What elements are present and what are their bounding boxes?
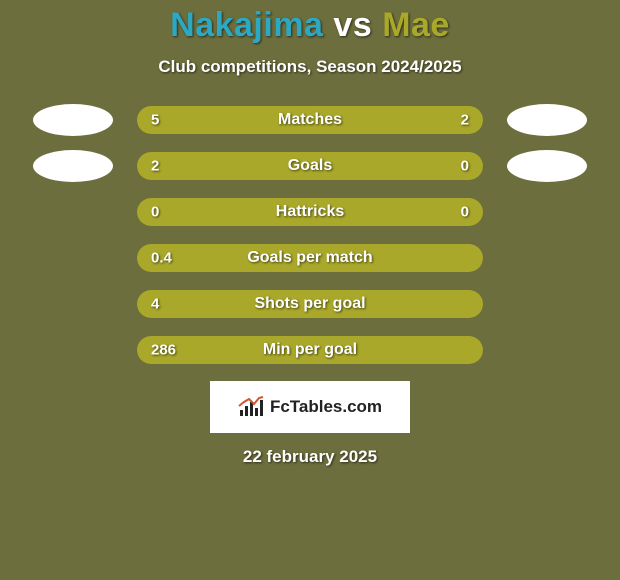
player2-avatar <box>507 150 587 182</box>
player1-avatar <box>33 104 113 136</box>
brand-icon <box>238 396 264 418</box>
player2-avatar <box>507 288 587 320</box>
vs-title: Nakajima vs Mae <box>0 0 620 45</box>
brand-badge: FcTables.com <box>210 381 410 433</box>
player2-avatar <box>507 104 587 136</box>
player1-avatar <box>33 288 113 320</box>
player1-avatar <box>33 242 113 274</box>
stat-label: Min per goal <box>263 341 357 359</box>
stat-label: Matches <box>278 111 342 129</box>
stat-row: Goals 2 0 <box>0 151 620 181</box>
brand-text: FcTables.com <box>270 397 382 417</box>
player2-avatar <box>507 334 587 366</box>
stat-row: Min per goal 286 <box>0 335 620 365</box>
stat-bar: Goals per match 0.4 <box>137 244 483 272</box>
player2-avatar <box>507 196 587 228</box>
stat-value-left: 0.4 <box>151 250 172 267</box>
stat-row: Matches 5 2 <box>0 105 620 135</box>
stat-label: Shots per goal <box>254 295 365 313</box>
stat-bar-right <box>421 152 483 180</box>
stat-label: Goals <box>288 157 332 175</box>
player1-name: Nakajima <box>170 6 323 44</box>
stats-list: Matches 5 2 Goals 2 0 Hattricks 0 0 Goals per mat… <box>0 105 620 365</box>
player2-name: Mae <box>382 6 450 44</box>
stat-value-right: 2 <box>461 112 469 129</box>
stat-bar-left <box>137 152 421 180</box>
stat-bar: Goals 2 0 <box>137 152 483 180</box>
stat-label: Goals per match <box>247 249 372 267</box>
stat-row: Goals per match 0.4 <box>0 243 620 273</box>
stat-value-left: 0 <box>151 204 159 221</box>
stat-value-left: 2 <box>151 158 159 175</box>
stat-value-left: 4 <box>151 296 159 313</box>
player1-avatar <box>33 196 113 228</box>
stat-bar: Shots per goal 4 <box>137 290 483 318</box>
stat-label: Hattricks <box>276 203 344 221</box>
date: 22 february 2025 <box>0 447 620 467</box>
stat-row: Shots per goal 4 <box>0 289 620 319</box>
vs-text: vs <box>333 6 372 44</box>
stat-bar: Hattricks 0 0 <box>137 198 483 226</box>
stat-value-right: 0 <box>461 158 469 175</box>
player2-avatar <box>507 242 587 274</box>
stat-bar: Min per goal 286 <box>137 336 483 364</box>
stat-value-left: 5 <box>151 112 159 129</box>
player1-avatar <box>33 150 113 182</box>
player1-avatar <box>33 334 113 366</box>
stat-bar: Matches 5 2 <box>137 106 483 134</box>
infographic-container: Nakajima vs Mae Club competitions, Seaso… <box>0 0 620 580</box>
stat-value-left: 286 <box>151 342 176 359</box>
stat-value-right: 0 <box>461 204 469 221</box>
subtitle: Club competitions, Season 2024/2025 <box>0 57 620 77</box>
stat-bar-left <box>137 106 383 134</box>
stat-row: Hattricks 0 0 <box>0 197 620 227</box>
